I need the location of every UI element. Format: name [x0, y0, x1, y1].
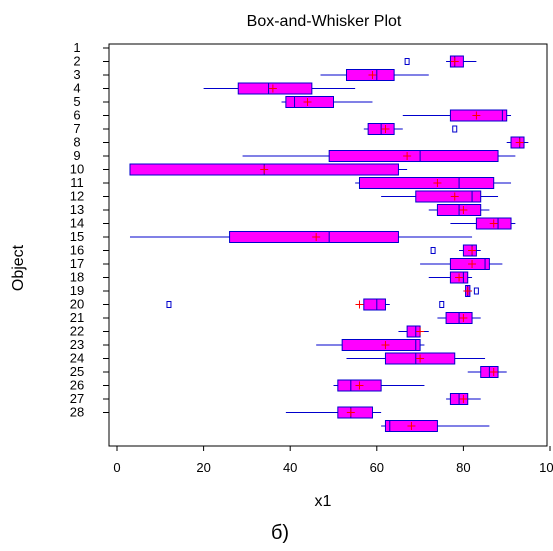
y-axis-label: Object	[10, 244, 27, 291]
box-26	[333, 379, 425, 392]
x-axis-label: x1	[315, 493, 332, 510]
x-tick-label: 100	[539, 460, 553, 475]
box-28	[285, 406, 382, 419]
x-tick-label: 60	[370, 460, 384, 475]
y-tick-label: 19	[70, 283, 84, 298]
y-tick-label: 11	[70, 175, 84, 190]
y-tick-label: 15	[70, 229, 84, 244]
x-tick-label: 20	[196, 460, 210, 475]
box-6	[402, 109, 512, 122]
y-tick-label: 20	[70, 297, 84, 312]
outlier-point	[473, 287, 479, 295]
y-tick-label: 12	[70, 189, 84, 204]
y-tick-label: 26	[70, 378, 84, 393]
box-14	[450, 217, 516, 230]
box-13	[428, 204, 490, 216]
y-tick-label: 21	[70, 310, 84, 325]
box-8	[506, 136, 529, 149]
box-25	[467, 366, 507, 378]
boxes	[129, 55, 529, 432]
box-9	[242, 150, 516, 162]
box-4	[203, 82, 356, 95]
y-tick-label: 7	[73, 121, 80, 136]
y-tick-label: 9	[73, 148, 80, 163]
y-axis-ticks: 1234567891011121314151617181920212223242…	[70, 40, 109, 420]
box-27	[446, 393, 481, 405]
y-tick-label: 23	[70, 337, 84, 352]
box-3	[320, 69, 429, 81]
y-tick-label: 1	[73, 40, 80, 55]
box-15	[129, 231, 473, 243]
box-body	[328, 150, 499, 162]
y-tick-label: 3	[73, 67, 80, 82]
y-tick-label: 24	[70, 351, 84, 366]
y-tick-label: 16	[70, 243, 84, 258]
x-axis-ticks: 0 20 40 60 80 100	[113, 446, 553, 475]
box-body	[337, 406, 373, 419]
plot-frame	[108, 43, 548, 447]
box-body	[363, 298, 386, 311]
box-20	[166, 298, 445, 311]
x-tick-label: 80	[456, 460, 470, 475]
box-22	[398, 325, 429, 338]
y-tick-label: 10	[70, 162, 84, 177]
box-body	[341, 339, 421, 351]
outlier-point	[452, 125, 458, 133]
y-tick-label: 8	[73, 135, 80, 150]
y-tick-label: 27	[70, 391, 84, 406]
figure-caption: б)	[271, 522, 289, 544]
box-23	[316, 339, 425, 351]
y-tick-label: 22	[70, 324, 84, 339]
x-tick-label: 0	[113, 460, 120, 475]
outlier-point	[439, 301, 445, 308]
outlier-point	[166, 301, 172, 308]
outlier-point	[404, 58, 410, 65]
y-tick-label: 2	[73, 54, 80, 69]
y-tick-label: 28	[70, 405, 84, 420]
chart-title: Box-and-Whisker Plot	[247, 13, 402, 30]
box-17	[420, 258, 503, 270]
box-11	[355, 177, 512, 189]
box-18	[428, 271, 473, 284]
y-tick-label: 4	[73, 81, 80, 96]
y-tick-label: 18	[70, 270, 84, 285]
box-24	[346, 352, 486, 365]
box-12	[381, 190, 499, 203]
y-tick-label: 14	[70, 216, 84, 231]
box-5	[281, 96, 373, 108]
y-tick-label: 6	[73, 108, 80, 123]
y-tick-label: 13	[70, 202, 84, 217]
box-16	[430, 244, 481, 257]
box-19	[463, 285, 479, 297]
box-10	[129, 163, 408, 176]
box-body	[415, 190, 482, 203]
box-extra	[381, 420, 490, 432]
box-7	[363, 123, 458, 135]
x-tick-label: 40	[283, 460, 297, 475]
y-tick-label: 25	[70, 364, 84, 379]
box-21	[437, 312, 481, 324]
y-tick-label: 17	[70, 256, 84, 271]
box-body	[358, 177, 495, 189]
y-tick-label: 5	[73, 94, 80, 109]
outlier-point	[430, 247, 436, 254]
box-2	[404, 55, 477, 68]
